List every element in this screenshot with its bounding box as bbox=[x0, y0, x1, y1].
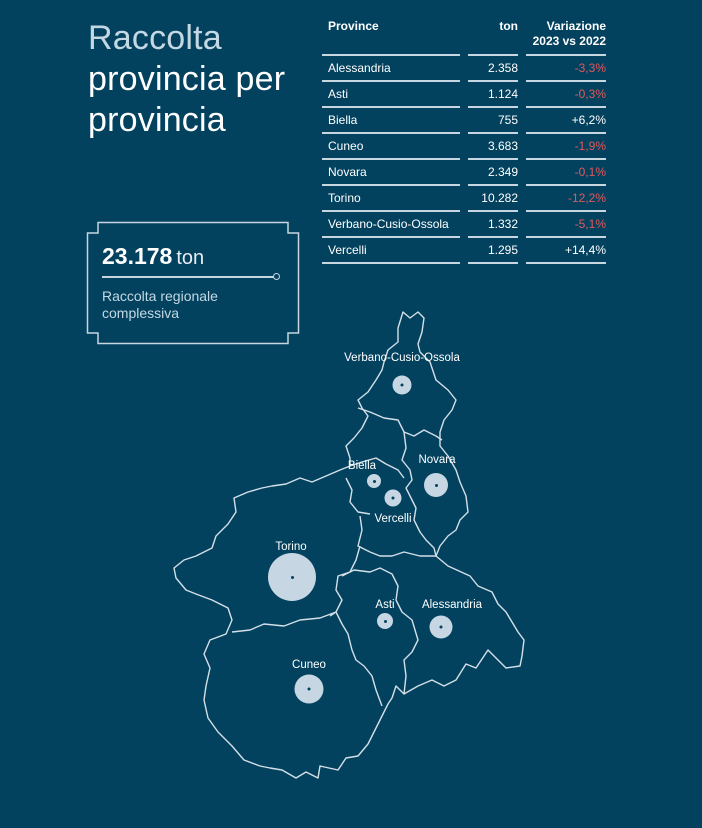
total-unit: ton bbox=[176, 247, 205, 269]
cell-variation: -0,3% bbox=[574, 87, 606, 101]
bubble-torino bbox=[268, 553, 316, 601]
card-frame bbox=[86, 221, 300, 345]
divider bbox=[322, 236, 606, 238]
divider bbox=[322, 80, 606, 82]
total-divider bbox=[102, 276, 274, 278]
page-title: Raccolta provincia per provincia bbox=[88, 18, 328, 141]
header-variation-line2: 2023 vs 2022 bbox=[532, 34, 606, 48]
table-row: Asti 1.124 -0,3% bbox=[322, 82, 606, 106]
cell-ton: 1.295 bbox=[487, 243, 518, 257]
title-line-2: provincia per bbox=[88, 60, 286, 98]
cell-province: Asti bbox=[328, 87, 349, 101]
cell-province: Cuneo bbox=[328, 139, 364, 153]
header-ton: ton bbox=[499, 19, 518, 33]
map-label-asti: Asti bbox=[375, 599, 395, 611]
cell-ton: 2.358 bbox=[487, 61, 518, 75]
cell-ton: 10.282 bbox=[481, 191, 518, 205]
cell-province: Novara bbox=[328, 165, 367, 179]
cell-province: Verbano-Cusio-Ossola bbox=[328, 217, 449, 231]
cell-variation: -5,1% bbox=[574, 217, 606, 231]
divider bbox=[322, 184, 606, 186]
table-row: Alessandria 2.358 -3,3% bbox=[322, 56, 606, 80]
table-header: Province ton Variazione 2023 vs 2022 bbox=[322, 14, 606, 54]
map-label-torino: Torino bbox=[275, 541, 307, 553]
bubble-cuneo bbox=[294, 674, 324, 704]
table-row: Torino 10.282 -12,2% bbox=[322, 186, 606, 210]
cell-province: Torino bbox=[328, 191, 361, 205]
total-number: 23.178 bbox=[102, 243, 173, 269]
map-label-biella: Biella bbox=[347, 460, 377, 472]
table-row: Novara 2.349 -0,1% bbox=[322, 160, 606, 184]
bubble-novara bbox=[424, 473, 448, 497]
header-province: Province bbox=[328, 19, 379, 33]
header-variation: Variazione 2023 vs 2022 bbox=[526, 14, 606, 49]
cell-variation: +14,4% bbox=[564, 243, 606, 257]
title-line-3: provincia bbox=[88, 101, 226, 139]
cell-province: Biella bbox=[328, 113, 358, 127]
divider bbox=[322, 54, 606, 56]
divider bbox=[322, 106, 606, 108]
cell-variation: +6,2% bbox=[571, 113, 606, 127]
cell-ton: 1.124 bbox=[487, 87, 518, 101]
map-label-alessandria: Alessandria bbox=[421, 599, 483, 611]
total-summary-card: 23.178 ton Raccolta regionale complessiva bbox=[86, 221, 300, 345]
bubble-alessandria bbox=[429, 615, 453, 639]
total-label: Raccolta regionale complessiva bbox=[102, 288, 218, 321]
province-table: Province ton Variazione 2023 vs 2022 Ale… bbox=[322, 14, 606, 264]
bubble-biella bbox=[367, 474, 381, 488]
map-label-cuneo: Cuneo bbox=[292, 659, 326, 671]
table-row: Verbano-Cusio-Ossola 1.332 -5,1% bbox=[322, 212, 606, 236]
title-line-1: Raccolta bbox=[88, 19, 222, 57]
divider bbox=[322, 158, 606, 160]
cell-province: Vercelli bbox=[328, 243, 367, 257]
table-row: Vercelli 1.295 +14,4% bbox=[322, 238, 606, 262]
divider bbox=[322, 210, 606, 212]
header-variation-line1: Variazione bbox=[546, 19, 606, 33]
cell-variation: -3,3% bbox=[574, 61, 606, 75]
cell-variation: -1,9% bbox=[574, 139, 606, 153]
divider-end-dot bbox=[273, 273, 280, 280]
cell-variation: -0,1% bbox=[574, 165, 606, 179]
map-label-novara: Novara bbox=[418, 454, 456, 466]
table-row: Cuneo 3.683 -1,9% bbox=[322, 134, 606, 158]
divider bbox=[322, 262, 606, 264]
map-label-vco: Verbano-Cusio-Ossola bbox=[344, 352, 460, 364]
cell-ton: 3.683 bbox=[487, 139, 518, 153]
bubble-vco bbox=[392, 375, 412, 395]
bubble-asti bbox=[377, 613, 393, 629]
cell-ton: 2.349 bbox=[487, 165, 518, 179]
table-row: Biella 755 +6,2% bbox=[322, 108, 606, 132]
cell-variation: -12,2% bbox=[567, 191, 606, 205]
bubble-vercelli bbox=[384, 489, 402, 507]
total-value: 23.178 ton bbox=[102, 243, 204, 270]
cell-ton: 755 bbox=[497, 113, 518, 127]
cell-province: Alessandria bbox=[328, 61, 391, 75]
cell-ton: 1.332 bbox=[487, 217, 518, 231]
map-label-vercelli: Vercelli bbox=[374, 513, 412, 525]
divider bbox=[322, 132, 606, 134]
